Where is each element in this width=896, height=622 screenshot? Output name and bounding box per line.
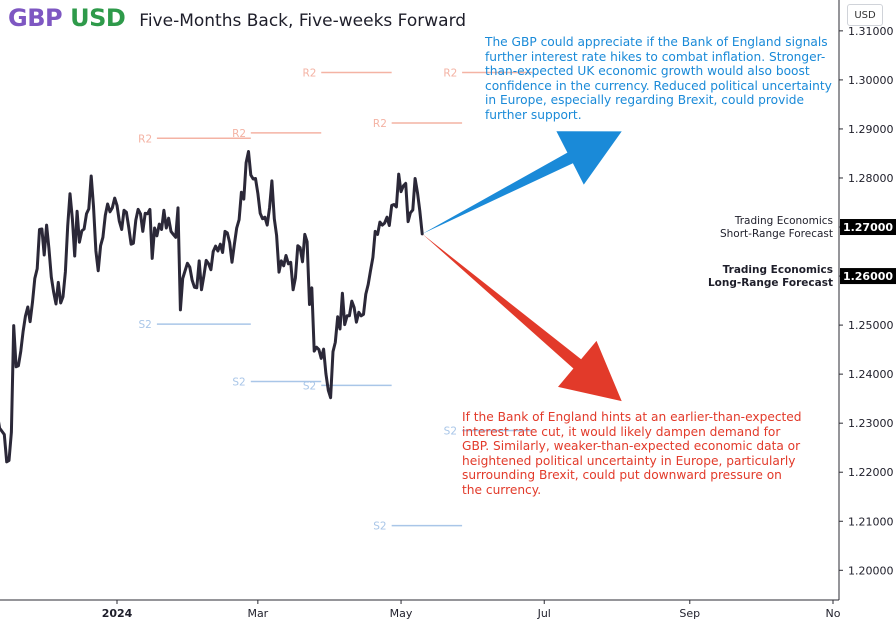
upside-arrow (422, 131, 622, 234)
quote-symbol: USD (70, 4, 126, 32)
base-symbol: GBP (8, 4, 63, 32)
x-tick-label: May (390, 607, 413, 620)
y-tick-label: 1.29000 (848, 123, 894, 136)
y-tick-label: 1.31000 (848, 25, 894, 38)
support-level-label: S2 (373, 521, 386, 533)
y-tick-label: 1.24000 (848, 368, 894, 381)
downside-note: If the Bank of England hints at an earli… (462, 410, 802, 497)
resistance-level-label: R2 (232, 128, 246, 140)
forecast-value-tag (840, 219, 896, 236)
resistance-level-label: R2 (303, 68, 317, 80)
resistance-level-label: R2 (373, 118, 387, 130)
forecast-label: Trading Economics (734, 215, 833, 227)
downside-arrow (422, 233, 622, 402)
y-tick-label: 1.30000 (848, 74, 894, 87)
x-tick-label: Mar (247, 607, 268, 620)
x-tick-label: Jul (537, 607, 551, 620)
x-tick-label: 2024 (102, 607, 133, 620)
y-tick-label: 1.21000 (848, 515, 894, 528)
x-axis-ticks: 2024 Mar May Jul Sep No (102, 600, 841, 620)
support-level-label: S2 (303, 380, 316, 392)
y-axis-ticks: 1.20000 1.21000 1.22000 1.23000 1.24000 1.250… (839, 25, 894, 577)
pivot-levels: R2 R2 R2 R2 R2 S2 S2 S2 S2 S2 (138, 68, 533, 533)
resistance-level-label: R2 (443, 68, 457, 80)
chart-header: GBP USD Five-Months Back, Five-weeks For… (8, 4, 466, 32)
y-tick-label: 1.28000 (848, 172, 894, 185)
upside-note: The GBP could appreciate if the Bank of … (485, 35, 832, 122)
support-level-label: S2 (138, 319, 151, 331)
support-level-label: S2 (444, 426, 457, 438)
currency-selector[interactable]: USD (847, 4, 883, 26)
price-line (0, 150, 424, 464)
forecast-label: Long-Range Forecast (708, 277, 833, 289)
forecast-label: Short-Range Forecast (720, 228, 833, 240)
currency-label: USD (854, 9, 876, 21)
forecast-label: Trading Economics (723, 264, 833, 276)
support-level-label: S2 (232, 376, 245, 388)
chart-subtitle: Five-Months Back, Five-weeks Forward (139, 11, 467, 31)
forecast-value-tag (840, 268, 896, 285)
y-tick-label: 1.22000 (848, 466, 894, 479)
resistance-level-label: R2 (138, 133, 152, 145)
x-tick-label: No (826, 607, 841, 620)
y-tick-label: 1.25000 (848, 319, 894, 332)
y-tick-label: 1.20000 (848, 564, 894, 577)
x-tick-label: Sep (679, 607, 700, 620)
forecast-value: 1.27000 (843, 221, 893, 234)
y-tick-label: 1.23000 (848, 417, 894, 430)
forecast-value: 1.26000 (843, 270, 893, 283)
